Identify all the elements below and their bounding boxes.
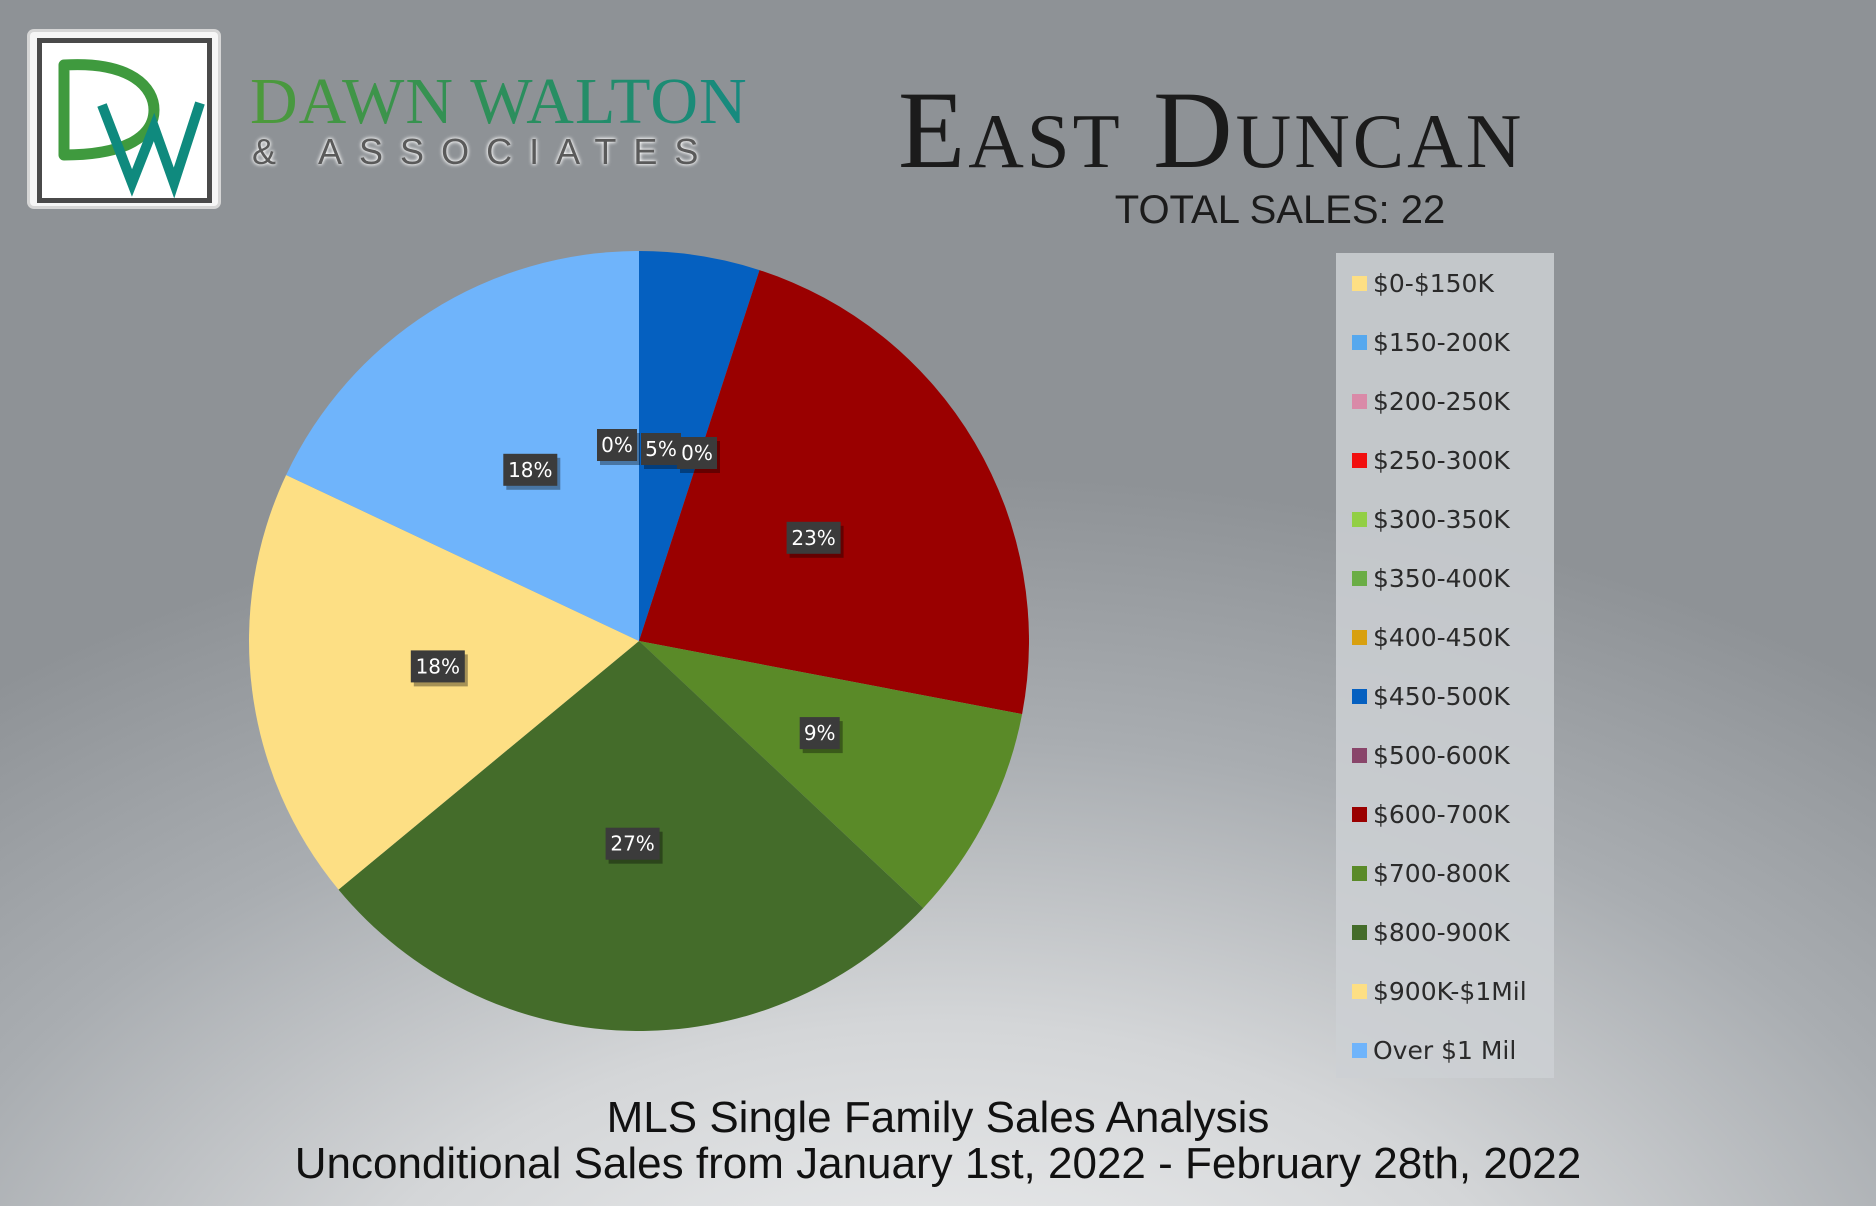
logo-w-mark	[97, 101, 205, 198]
legend-label: $350-400K	[1373, 563, 1510, 593]
legend-item-700-800k: $700-800K	[1352, 853, 1510, 893]
footer-title: MLS Single Family Sales Analysis	[606, 1093, 1270, 1142]
brand-tagline: & ASSOCIATES	[252, 131, 716, 172]
legend-item-450-500k: $450-500K	[1352, 676, 1510, 716]
data-label-400-450k: 0%	[597, 429, 640, 465]
legend-swatch	[1352, 983, 1367, 999]
data-label-700-800k: 9%	[799, 717, 843, 754]
legend-label: $450-500K	[1373, 681, 1510, 711]
data-label-box	[799, 717, 840, 750]
legend-item-250-300k: $250-300K	[1352, 440, 1510, 480]
footer-date-range: Unconditional Sales from January 1st, 20…	[294, 1139, 1582, 1188]
data-label-box	[641, 433, 681, 465]
brand-name: DAWN WALTON	[250, 65, 748, 138]
legend-label: $0-$150K	[1373, 268, 1494, 298]
legend-swatch	[1352, 747, 1367, 763]
legend-label: $250-300K	[1373, 445, 1510, 475]
data-label-box	[786, 521, 841, 554]
legend-swatch	[1352, 393, 1367, 409]
pie-data-labels: 0% 5% 0%23%9%27%18%18%	[410, 429, 844, 864]
legend-label: $150-200K	[1373, 327, 1510, 357]
legend-swatch	[1352, 865, 1367, 881]
legend-item-0-150k: $0-$150K	[1352, 263, 1494, 303]
legend-item-500-600k: $500-600K	[1352, 735, 1510, 775]
legend-item-350-400k: $350-400K	[1352, 558, 1510, 598]
legend-label: $600-700K	[1373, 799, 1510, 829]
data-label-box	[677, 437, 717, 469]
data-label-900k-1mil: 18%	[410, 650, 468, 687]
data-label-box	[503, 453, 558, 486]
logo-monogram	[58, 59, 205, 198]
logo	[30, 32, 218, 206]
data-label-text: 9%	[804, 721, 836, 745]
legend-label: $900K-$1Mil	[1373, 976, 1527, 1006]
legend-swatch	[1352, 275, 1367, 291]
legend-swatch	[1352, 511, 1367, 527]
legend-swatch	[1352, 924, 1367, 940]
data-label-text: 0%	[601, 433, 633, 457]
legend-item-900k-1mil: $900K-$1Mil	[1352, 971, 1527, 1011]
data-label-over-1-mil: 18%	[503, 453, 561, 490]
legend-label: $400-450K	[1373, 622, 1510, 652]
data-label-box	[605, 827, 660, 860]
legend-item-300-350k: $300-350K	[1352, 499, 1510, 539]
legend-label: $800-900K	[1373, 917, 1510, 947]
data-label-500-600k: 0%	[677, 437, 720, 473]
legend-label: $700-800K	[1373, 858, 1510, 888]
legend-swatch	[1352, 452, 1367, 468]
legend-swatch	[1352, 806, 1367, 822]
legend-swatch	[1352, 688, 1367, 704]
legend-item-800-900k: $800-900K	[1352, 912, 1510, 952]
data-label-text: 23%	[791, 526, 835, 550]
legend-item-200-250k: $200-250K	[1352, 381, 1510, 421]
data-label-800-900k: 27%	[605, 827, 663, 864]
legend-label: $500-600K	[1373, 740, 1510, 770]
legend-swatch	[1352, 334, 1367, 350]
chart-legend: $0-$150K $150-200K $200-250K $250-300K $300-…	[1336, 253, 1554, 1078]
pie-slice-over-1-mil	[286, 251, 639, 641]
data-label-box	[597, 429, 637, 461]
legend-label: Over $1 Mil	[1373, 1035, 1517, 1065]
data-label-text: 18%	[508, 458, 552, 482]
data-label-600-700k: 23%	[786, 521, 844, 558]
pie-slices	[249, 251, 1029, 1032]
data-label-text: 0%	[681, 441, 713, 465]
data-label-text: 27%	[610, 832, 654, 856]
pie-slice-700-800k	[639, 641, 1023, 908]
logo-d-mark	[58, 59, 160, 161]
data-label-text: 5%	[645, 437, 677, 461]
legend-label: $200-250K	[1373, 386, 1510, 416]
legend-item-150-200k: $150-200K	[1352, 322, 1510, 362]
pie-slice-600-700k	[639, 270, 1029, 715]
legend-swatch	[1352, 1042, 1367, 1058]
legend-swatch	[1352, 570, 1367, 586]
chart-subtitle: TOTAL SALES: 22	[1114, 188, 1446, 232]
legend-item-400-450k: $400-450K	[1352, 617, 1510, 657]
data-label-text: 18%	[416, 654, 460, 678]
legend-swatch	[1352, 629, 1367, 645]
logo-frame	[37, 38, 212, 203]
legend-item-600-700k: $600-700K	[1352, 794, 1510, 834]
legend-item-over-1-mil: Over $1 Mil	[1352, 1030, 1516, 1070]
data-label-box	[410, 650, 465, 683]
legend-label: $300-350K	[1373, 504, 1510, 534]
chart-title: East Duncan	[898, 69, 1525, 191]
